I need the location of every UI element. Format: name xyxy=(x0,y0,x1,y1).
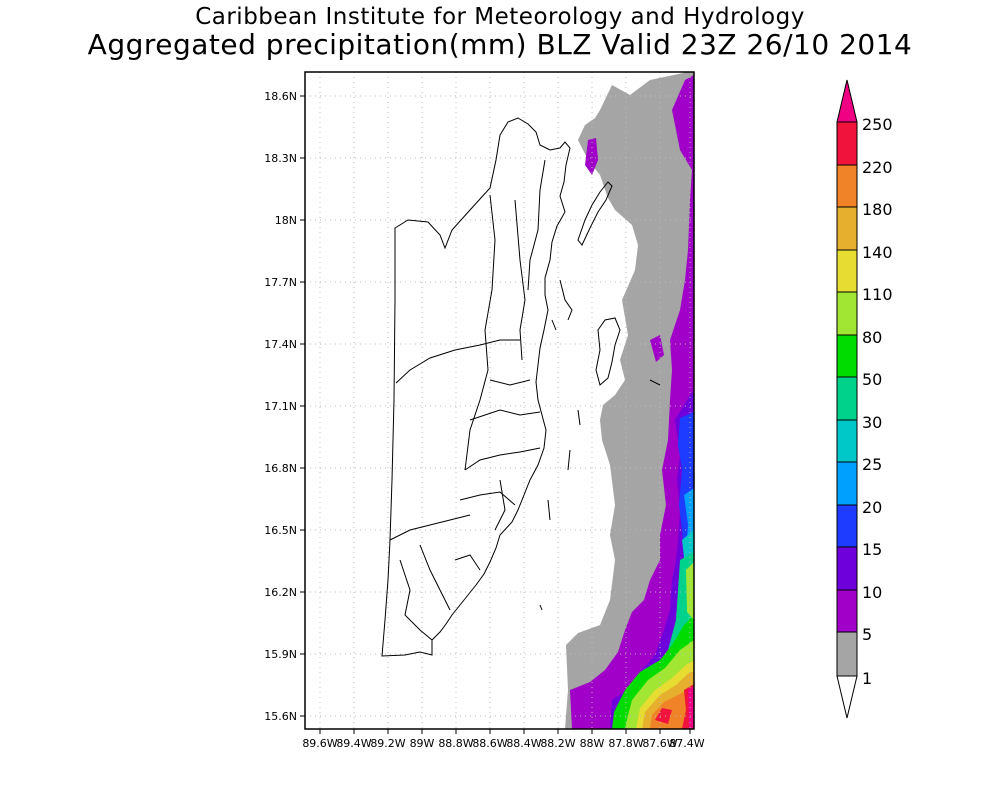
colorbar-segment xyxy=(836,206,858,251)
colorbar-label: 20 xyxy=(862,498,882,517)
lat-label: 18.6N xyxy=(264,90,297,103)
caye xyxy=(649,379,661,386)
colorbar-under-triangle xyxy=(836,675,858,719)
precip-band-5-10-patch xyxy=(650,335,664,362)
colorbar-label: 110 xyxy=(862,285,893,304)
district-line xyxy=(395,339,520,384)
lon-label: 88.8W xyxy=(438,737,473,750)
lon-label: 88.2W xyxy=(540,737,575,750)
district-line xyxy=(514,199,526,361)
colorbar-label: 10 xyxy=(862,583,882,602)
district-line xyxy=(527,159,546,291)
longitude-labels: 89.6W 89.4W 89.2W 89W 88.8W 88.6W 88.4W … xyxy=(302,737,704,750)
precip-band-220-250 xyxy=(655,684,694,729)
belize-border xyxy=(381,117,571,657)
lat-label: 16.2N xyxy=(264,586,297,599)
caye xyxy=(559,279,573,321)
turneffe-atoll xyxy=(595,317,621,386)
ambergris-caye xyxy=(577,181,613,246)
colorbar-label: 180 xyxy=(862,200,893,219)
colorbar-label: 5 xyxy=(862,625,872,644)
lat-label: 17.4N xyxy=(264,338,297,351)
caye xyxy=(567,449,571,471)
district-line xyxy=(489,379,531,386)
colorbar-segment xyxy=(836,291,858,336)
precip-band-80-110-patch xyxy=(686,562,694,620)
colorbar-segment xyxy=(836,164,858,208)
colorbar-label: 140 xyxy=(862,243,893,262)
district-line xyxy=(454,554,481,571)
district-line xyxy=(459,491,516,506)
lon-label: 88W xyxy=(580,737,605,750)
lat-label: 16.8N xyxy=(264,462,297,475)
lat-label: 18N xyxy=(275,214,297,227)
precip-band-5-10-patch xyxy=(585,138,598,175)
colorbar-label: 220 xyxy=(862,158,893,177)
district-line xyxy=(464,447,541,471)
lon-label: 87.6W xyxy=(642,737,677,750)
map-frame xyxy=(304,71,695,730)
lon-label: 88.4W xyxy=(506,737,541,750)
chart-title: Caribbean Institute for Meteorology and … xyxy=(195,4,805,30)
colorbar-segment xyxy=(836,631,858,677)
chart-subtitle: Aggregated precipitation(mm) BLZ Valid 2… xyxy=(87,28,913,61)
colorbar-segment xyxy=(836,121,858,166)
caye xyxy=(577,409,581,426)
precip-band-over-250 xyxy=(688,686,694,729)
latitude-labels: 18.6N 18.3N 18N 17.7N 17.4N 17.1N 16.8N … xyxy=(264,90,297,723)
lat-label: 15.6N xyxy=(264,710,297,723)
lon-label: 89.6W xyxy=(302,737,337,750)
colorbar-segment xyxy=(836,546,858,591)
lon-label: 87.8W xyxy=(608,737,643,750)
colorbar-label: 250 xyxy=(862,115,893,134)
colorbar-segment xyxy=(836,589,858,633)
colorbar-segment xyxy=(836,249,858,293)
district-line xyxy=(419,544,451,611)
colorbar-segment xyxy=(836,419,858,463)
precipitation-field xyxy=(565,72,694,729)
colorbar-label: 80 xyxy=(862,328,882,347)
lon-label: 89W xyxy=(410,737,435,750)
lat-label: 16.5N xyxy=(264,524,297,537)
colorbar-label: 25 xyxy=(862,455,882,474)
colorbar-over-triangle xyxy=(836,79,858,123)
lat-label: 15.9N xyxy=(264,648,297,661)
lon-label: 88.6W xyxy=(472,737,507,750)
colorbar-segment xyxy=(836,461,858,506)
precip-band-5-10 xyxy=(570,75,694,729)
lat-label: 17.1N xyxy=(264,400,297,413)
district-line xyxy=(399,559,433,641)
colorbar-label: 30 xyxy=(862,413,882,432)
caye xyxy=(547,499,551,521)
colorbar-labels: 250 220 180 140 110 80 50 30 25 20 15 10… xyxy=(862,115,893,688)
caye xyxy=(539,604,543,611)
district-line xyxy=(494,479,506,531)
colorbar xyxy=(836,79,858,719)
colorbar-label: 15 xyxy=(862,540,882,559)
lat-label: 18.3N xyxy=(264,152,297,165)
country-outline xyxy=(381,117,661,657)
axis-ticks xyxy=(300,95,691,734)
colorbar-segment xyxy=(836,334,858,378)
lon-label: 87.4W xyxy=(669,737,704,750)
district-line xyxy=(389,514,471,541)
colorbar-segment xyxy=(836,504,858,548)
colorbar-label: 1 xyxy=(862,669,872,688)
district-line xyxy=(464,194,496,471)
lon-label: 89.4W xyxy=(336,737,371,750)
district-line xyxy=(469,409,541,421)
colorbar-segment xyxy=(836,376,858,421)
lon-label: 89.2W xyxy=(370,737,405,750)
colorbar-label: 50 xyxy=(862,370,882,389)
caye xyxy=(551,319,557,331)
lat-label: 17.7N xyxy=(264,276,297,289)
